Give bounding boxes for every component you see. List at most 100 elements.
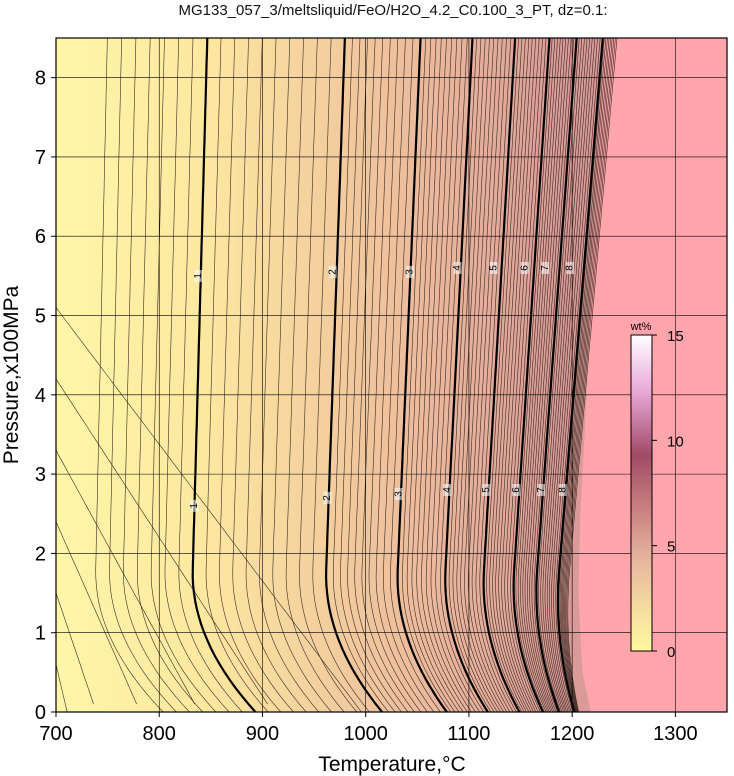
plot-area: 1 1 2 2 3 3 4 4 5 5 6 6 7 7 8 8 [56, 38, 727, 712]
minor-contours [56, 38, 618, 712]
contour-line-minor [164, 38, 230, 712]
contour-line-minor [562, 38, 610, 712]
contour-line-minor [430, 38, 476, 712]
contour-line-minor [421, 38, 468, 712]
contour-line-minor [312, 38, 370, 712]
contour-line-minor [471, 38, 511, 712]
contour-label: 7 [540, 265, 551, 271]
contour-label: 6 [511, 487, 522, 493]
contour-line-minor [540, 38, 583, 712]
contour-line-minor [555, 38, 601, 712]
contour-line-minor [567, 38, 618, 712]
contour-line-minor [401, 38, 452, 712]
x-axis-label: Temperature,°C [318, 753, 465, 776]
contour-line-minor [56, 593, 94, 705]
contour-line-minor [440, 38, 484, 712]
grid-lines [56, 38, 727, 712]
contour-line-minor [347, 38, 402, 712]
contour-line-minor [559, 38, 607, 712]
x-tick-label: 700 [39, 723, 72, 745]
high-value-region [578, 38, 727, 712]
contour-line-minor [564, 38, 613, 712]
contour-line-minor [515, 38, 553, 712]
contour-line-minor [109, 38, 177, 712]
x-tick-label: 900 [246, 723, 279, 745]
y-tick-label: 8 [35, 68, 46, 90]
contour-line-major [324, 38, 383, 712]
contour-label-box [489, 261, 498, 274]
contour-line-major [482, 38, 521, 712]
y-axis-label: Pressure,x100MPa [0, 285, 23, 464]
contour-line-minor [56, 307, 362, 712]
contour-label-box [190, 499, 199, 512]
contour-label-box [537, 483, 546, 496]
contour-line-minor [375, 38, 428, 712]
contour-line-minor [95, 38, 164, 712]
contour-line-minor [56, 378, 268, 705]
contour-line-minor [56, 521, 137, 705]
colorbar-tick-label: 0 [667, 644, 675, 661]
contour-line-minor [560, 38, 608, 712]
contour-label: 5 [488, 265, 499, 271]
contour-line-major [535, 38, 578, 712]
contour-line-minor [123, 38, 190, 712]
contour-line-minor [411, 38, 460, 712]
contour-line-minor [492, 38, 527, 712]
colorbar-ticks: 0 5 10 15 [652, 328, 684, 661]
contour-line-minor [529, 38, 569, 712]
contour-line-minor [245, 38, 307, 712]
contour-label-box [453, 261, 462, 274]
colorbar-tick-label: 10 [667, 433, 684, 450]
contour-label: 2 [322, 495, 333, 501]
contour-line-minor [406, 38, 456, 712]
y-tick-label: 5 [35, 306, 46, 328]
contour-labels: 1 1 2 2 3 3 4 4 5 5 6 6 7 7 8 8 [189, 261, 576, 512]
contour-label: 5 [481, 487, 492, 493]
contour-line-minor [524, 38, 564, 712]
contour-label-box [482, 483, 491, 496]
contour-line-minor [205, 38, 269, 712]
contour-line-minor [531, 38, 572, 712]
contour-label: 8 [565, 265, 576, 271]
x-axis-ticks: 700 800 900 1000 1100 1200 1300 [39, 712, 698, 745]
major-contours [191, 38, 604, 712]
contour-line-minor [340, 38, 396, 712]
contour-line-minor [563, 38, 611, 712]
contour-line-minor [452, 38, 495, 712]
contour-label-box [443, 483, 452, 496]
contour-line-major [512, 38, 551, 712]
contour-line-minor [544, 38, 588, 712]
y-tick-label: 4 [35, 385, 46, 407]
y-tick-label: 1 [35, 623, 46, 645]
contour-line-minor [504, 38, 540, 712]
contour-line-minor [178, 38, 243, 712]
contour-label-box [541, 261, 550, 274]
contour-label: 8 [558, 487, 569, 493]
y-axis-ticks: 0 1 2 3 4 5 6 7 8 [35, 68, 56, 724]
contour-line-minor [522, 38, 561, 712]
x-tick-label: 1300 [653, 723, 698, 745]
x-tick-label: 1200 [550, 723, 595, 745]
contour-line-minor [533, 38, 575, 712]
y-tick-label: 3 [35, 464, 46, 486]
contour-label: 2 [327, 269, 338, 275]
contour-label-box [406, 265, 415, 278]
contour-line-minor [425, 38, 472, 712]
contour-line-minor [272, 38, 332, 712]
contour-line-minor [416, 38, 464, 712]
y-tick-label: 2 [35, 543, 46, 565]
contour-line-minor [520, 38, 558, 712]
contour-label-box [520, 261, 529, 274]
colorbar-gradient [630, 334, 653, 652]
colorbar: wt% 0 5 10 15 [630, 321, 684, 661]
contour-line-minor [460, 38, 501, 712]
contour-line-minor [479, 38, 517, 712]
colorbar-unit: wt% [630, 321, 652, 333]
contour-line-minor [498, 38, 533, 712]
contour-label: 7 [536, 487, 547, 493]
contour-line-minor [551, 38, 596, 712]
contour-line-minor [232, 38, 294, 712]
contour-line-minor [510, 38, 547, 712]
x-tick-label: 800 [143, 723, 176, 745]
contour-label: 1 [193, 273, 204, 279]
